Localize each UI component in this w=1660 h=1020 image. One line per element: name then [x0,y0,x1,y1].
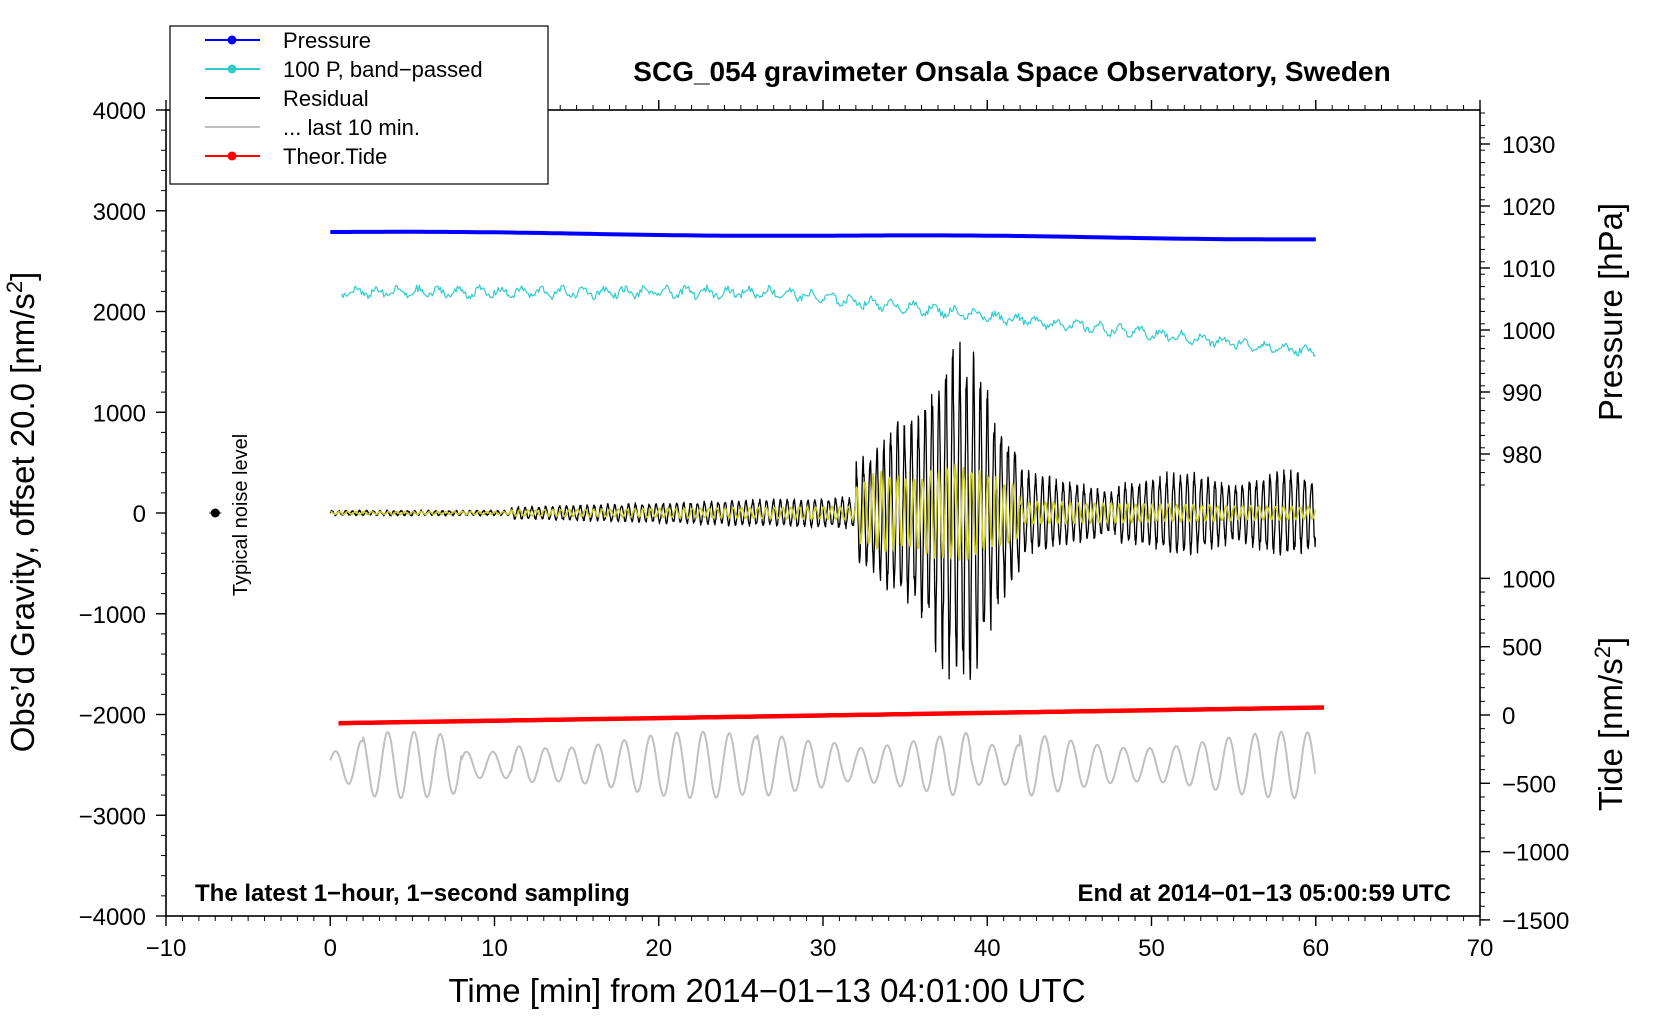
x-tick-label: 40 [974,935,1001,962]
pressure-tick-label: 1000 [1502,318,1555,345]
pressure-tick-label: 1020 [1502,194,1555,221]
tide-tick-label: −1000 [1502,840,1569,867]
legend-marker [227,35,237,45]
x-tick-label: 10 [481,935,508,962]
legend-label: 100 P, band−passed [283,57,483,82]
y-axis-tide-title: Tide [nm/s2] [1590,637,1629,811]
tide-tick-label: 500 [1502,635,1542,662]
x-tick-label: −10 [146,935,187,962]
noise-level-label: Typical noise level [230,434,252,596]
y-axis-left-title-main: Obs’d Gravity, offset 20.0 [nm/s [4,293,41,752]
legend-marker [227,151,237,161]
series-pressure [330,229,1316,242]
y-axis-tide-title-end: ] [1592,637,1629,646]
legend-label: Pressure [283,28,371,53]
y-left-tick-label: −3000 [79,803,146,830]
y-axis-tide-title-main: Tide [nm/s [1592,658,1629,811]
axis-layer: −10 0 10 20 30 40 50 60 7040003000200010000−1000… [79,98,1570,962]
x-axis-title: Time [min] from 2014−01−13 04:01:00 UTC [448,972,1085,1009]
series-theor-tide [338,705,1325,726]
legend: Pressure 100 P, band−passed Residual ... la… [169,25,549,185]
series-band-passed-residual [329,463,1317,561]
series-100p-band-passed [341,284,1316,357]
x-tick-label: 30 [810,935,837,962]
y-left-tick-label: −4000 [79,904,146,931]
x-tick-label: 50 [1138,935,1165,962]
pressure-tick-label: 1030 [1502,132,1555,159]
y-left-tick-label: 4000 [93,98,146,125]
pressure-tick-label: 980 [1502,442,1542,469]
legend-label: ... last 10 min. [283,115,420,140]
y-left-tick-label: 3000 [93,199,146,226]
y-axis-left-title-end: ] [4,272,41,281]
y-left-tick-label: 0 [133,501,146,528]
x-tick-label: 0 [324,935,337,962]
y-axis-pressure-title: Pressure [hPa] [1592,203,1629,421]
y-left-tick-label: 1000 [93,400,146,427]
x-tick-label: 60 [1302,935,1329,962]
tide-tick-label: −500 [1502,771,1556,798]
pressure-tick-label: 1010 [1502,256,1555,283]
legend-label: Residual [283,86,369,111]
noise-level-marker [210,508,220,518]
x-tick-label: 70 [1467,935,1494,962]
chart-title: SCG_054 gravimeter Onsala Space Observat… [633,56,1390,87]
pressure-tick-label: 990 [1502,380,1542,407]
legend-label: Theor.Tide [283,144,387,169]
legend-items: Pressure 100 P, band−passed Residual ... la… [205,28,483,169]
note-end-time: End at 2014−01−13 05:00:59 UTC [1077,880,1451,907]
tide-tick-label: −1500 [1502,908,1569,935]
y-axis-left-title: Obs’d Gravity, offset 20.0 [nm/s2] [2,272,41,753]
y-left-tick-label: 2000 [93,300,146,327]
series-last-10-min [329,730,1317,800]
tide-tick-label: 1000 [1502,566,1555,593]
tide-tick-label: 0 [1502,703,1515,730]
y-left-tick-label: −1000 [79,602,146,629]
y-left-tick-label: −2000 [79,703,146,730]
y-axis-left-title-sup: 2 [2,281,27,293]
y-axis-tide-title-sup: 2 [1590,646,1615,658]
legend-marker [227,64,237,74]
note-sampling: The latest 1−hour, 1−second sampling [195,880,630,907]
data-layer [209,229,1325,800]
x-tick-label: 20 [645,935,672,962]
